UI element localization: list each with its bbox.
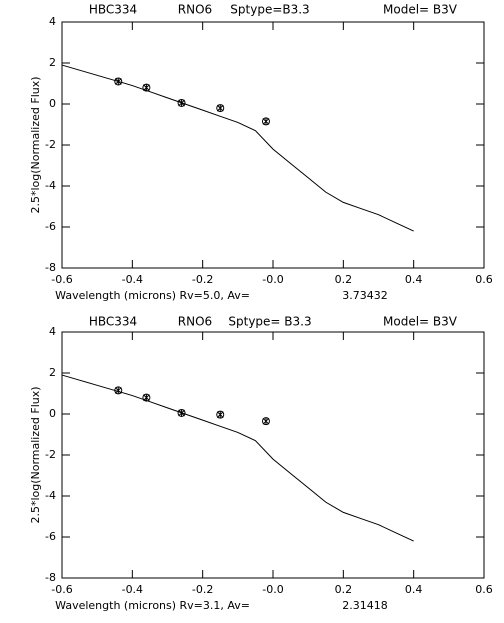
y-tick-label: -8 (45, 571, 56, 584)
x-tick-label: -0.2 (192, 273, 213, 286)
x-axis-label: Wavelength (microns) Rv=5.0, Av= (55, 289, 250, 302)
y-tick-label: -4 (45, 489, 56, 502)
x-tick-label: -0.6 (51, 273, 72, 286)
y-tick-label: -8 (45, 261, 56, 274)
marker-cross (178, 99, 185, 107)
marker-cross (262, 117, 270, 125)
y-tick-label: -2 (45, 138, 56, 151)
photometry-point (142, 393, 151, 402)
y-tick-label: 2 (49, 56, 56, 69)
x-tick-label: 0.6 (475, 583, 493, 596)
header-text: Sptype= B3.3 (228, 315, 311, 329)
plot-frame (61, 331, 485, 579)
header-text: RNO6 (178, 315, 212, 329)
y-axis-label: 2.5*log(Normalized Flux) (29, 76, 42, 213)
x-tick-label: 0.4 (405, 273, 423, 286)
av-value: 2.31418 (342, 599, 388, 612)
y-axis-label: 2.5*log(Normalized Flux) (29, 386, 42, 523)
marker-cross (143, 394, 150, 402)
x-tick-label: -0.0 (262, 583, 283, 596)
marker-cross (262, 417, 270, 425)
header-text: Model= B3V (383, 3, 458, 17)
av-value: 3.73432 (342, 289, 388, 302)
header-text: HBC334 (89, 3, 137, 17)
y-tick-label: -2 (45, 448, 56, 461)
photometry-point (114, 77, 123, 86)
plot-frame (61, 21, 485, 269)
marker-cross (216, 411, 224, 419)
marker-cross (216, 104, 224, 112)
y-tick-label: -4 (45, 179, 56, 192)
x-tick-label: -0.4 (122, 583, 143, 596)
header-text: Sptype=B3.3 (230, 3, 309, 17)
x-tick-label: -0.2 (192, 583, 213, 596)
y-tick-label: 2 (49, 366, 56, 379)
header-text: RNO6 (178, 3, 212, 17)
photometry-point (261, 117, 270, 126)
photometry-point (114, 386, 123, 395)
y-tick-label: 0 (49, 97, 56, 110)
model-spectrum (61, 374, 414, 542)
x-tick-label: -0.0 (262, 273, 283, 286)
header-text: HBC334 (89, 315, 137, 329)
chart: HBC334 RNO6 Sptype=B3.3 Model= B3V Wavelengt… (29, 3, 493, 303)
photometry-point (216, 104, 225, 113)
x-tick-label: 0.4 (405, 583, 423, 596)
marker-cross (114, 77, 122, 85)
x-tick-label: 0.6 (475, 273, 493, 286)
x-tick-label: -0.4 (122, 273, 143, 286)
photometry-point (177, 98, 186, 107)
chart: HBC334 RNO6 Sptype= B3.3 Model= B3V Waveleng… (29, 315, 493, 613)
marker-cross (178, 409, 185, 417)
marker-cross (143, 84, 150, 92)
x-axis-label: Wavelength (microns) Rv=3.1, Av= (55, 599, 250, 612)
y-tick-label: -6 (45, 220, 56, 233)
model-spectrum (61, 64, 414, 232)
x-tick-label: -0.6 (51, 583, 72, 596)
y-tick-label: 4 (49, 15, 56, 28)
x-tick-label: 0.2 (335, 273, 353, 286)
y-tick-label: 0 (49, 407, 56, 420)
y-tick-label: 4 (49, 325, 56, 338)
header-text: Model= B3V (383, 315, 458, 329)
photometry-point (142, 83, 151, 92)
x-tick-label: 0.2 (335, 583, 353, 596)
marker-cross (114, 386, 122, 394)
photometry-point (216, 410, 225, 419)
photometry-point (261, 417, 270, 426)
y-tick-label: -6 (45, 530, 56, 543)
photometry-point (177, 408, 186, 417)
